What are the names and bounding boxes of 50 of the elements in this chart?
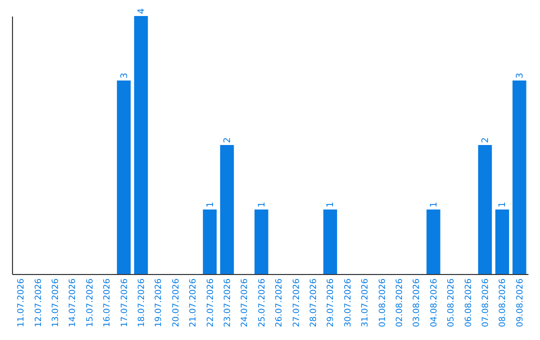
x-tick-label: 28.07.2026 bbox=[309, 278, 319, 328]
x-tick-label: 09.08.2026 bbox=[515, 278, 526, 328]
x-tick-label: 01.08.2026 bbox=[378, 278, 388, 328]
x-tick-label: 08.08.2026 bbox=[498, 278, 508, 328]
bar bbox=[116, 80, 131, 274]
x-tick-label: 02.08.2026 bbox=[395, 278, 405, 328]
data-label: 1 bbox=[206, 202, 216, 208]
x-tick-label: 18.07.2026 bbox=[137, 278, 147, 328]
x-tick-label: 19.07.2026 bbox=[154, 278, 164, 328]
x-tick-label: 25.07.2026 bbox=[257, 278, 268, 328]
data-label: 1 bbox=[429, 202, 440, 208]
x-tick-label: 11.07.2026 bbox=[16, 278, 27, 328]
x-tick-label: 29.07.2026 bbox=[326, 278, 336, 328]
data-label: 2 bbox=[481, 137, 491, 143]
x-tick-label: 14.07.2026 bbox=[68, 278, 78, 328]
data-label: 1 bbox=[498, 202, 508, 208]
bar bbox=[134, 16, 148, 274]
x-tick-label: 15.07.2026 bbox=[85, 278, 96, 328]
x-tick-label: 20.07.2026 bbox=[171, 278, 182, 328]
x-tick-label: 27.07.2026 bbox=[292, 278, 302, 328]
bar bbox=[254, 210, 268, 274]
x-tick-label: 22.07.2026 bbox=[206, 278, 216, 328]
x-tick-label: 21.07.2026 bbox=[188, 278, 199, 328]
x-tick-label: 05.08.2026 bbox=[446, 278, 457, 328]
bar bbox=[495, 210, 510, 274]
x-tick-label: 13.07.2026 bbox=[51, 278, 61, 328]
bar bbox=[512, 80, 526, 274]
x-tick-label: 03.08.2026 bbox=[412, 278, 422, 328]
x-tick-label: 04.08.2026 bbox=[429, 278, 440, 328]
x-tick-label: 17.07.2026 bbox=[120, 278, 130, 328]
bar bbox=[478, 145, 492, 274]
data-label: 3 bbox=[120, 72, 130, 78]
bar bbox=[323, 210, 338, 274]
x-tick-label: 30.07.2026 bbox=[343, 278, 354, 328]
data-label: 3 bbox=[515, 72, 526, 78]
x-tick-label: 26.07.2026 bbox=[274, 278, 285, 328]
x-tick-label: 24.07.2026 bbox=[240, 278, 250, 328]
x-tick-label: 12.07.2026 bbox=[34, 278, 44, 328]
x-tick-label: 31.07.2026 bbox=[360, 278, 371, 328]
x-tick-label: 07.08.2026 bbox=[481, 278, 491, 328]
bar bbox=[426, 210, 440, 274]
bar bbox=[202, 210, 217, 274]
data-label: 1 bbox=[257, 202, 268, 208]
data-label: 1 bbox=[326, 202, 336, 208]
x-tick-label: 06.08.2026 bbox=[464, 278, 474, 328]
data-label: 4 bbox=[137, 8, 147, 14]
x-tick-label: 23.07.2026 bbox=[223, 278, 233, 328]
x-tick-label: 16.07.2026 bbox=[102, 278, 113, 328]
data-label: 2 bbox=[223, 137, 233, 143]
bar bbox=[220, 145, 234, 274]
